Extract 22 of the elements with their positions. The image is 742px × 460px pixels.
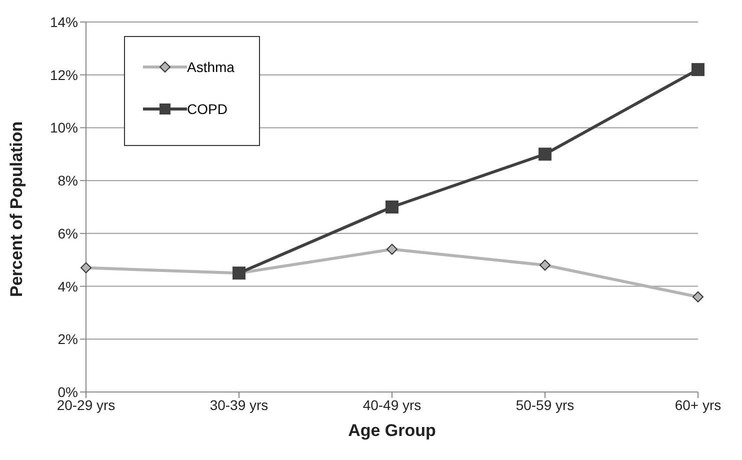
point bbox=[386, 244, 398, 255]
point bbox=[692, 63, 704, 76]
point bbox=[692, 291, 704, 302]
y-axis-title: Percent of Population bbox=[7, 121, 26, 297]
y-tick-label: 6% bbox=[58, 225, 78, 242]
y-tick-label: 8% bbox=[58, 172, 78, 189]
legend-label: COPD bbox=[187, 101, 228, 117]
x-tick-label: 60+ yrs bbox=[674, 396, 722, 413]
point bbox=[540, 260, 550, 271]
y-tick-label: 12% bbox=[50, 66, 78, 83]
point bbox=[386, 200, 398, 214]
x-tick-label: 30-39 yrs bbox=[210, 396, 268, 413]
point bbox=[538, 148, 552, 161]
y-tick-label: 2% bbox=[58, 331, 78, 348]
x-axis-title: Age Group bbox=[348, 421, 436, 440]
x-tick-label: 40-49 yrs bbox=[362, 396, 422, 413]
y-tick-label: 14% bbox=[50, 14, 78, 30]
x-tick-label: 50-59 yrs bbox=[516, 396, 574, 413]
y-tick-label: 10% bbox=[50, 120, 78, 136]
point bbox=[80, 262, 92, 274]
y-tick-label: 4% bbox=[58, 278, 78, 294]
legend-label: Asthma bbox=[187, 59, 234, 75]
